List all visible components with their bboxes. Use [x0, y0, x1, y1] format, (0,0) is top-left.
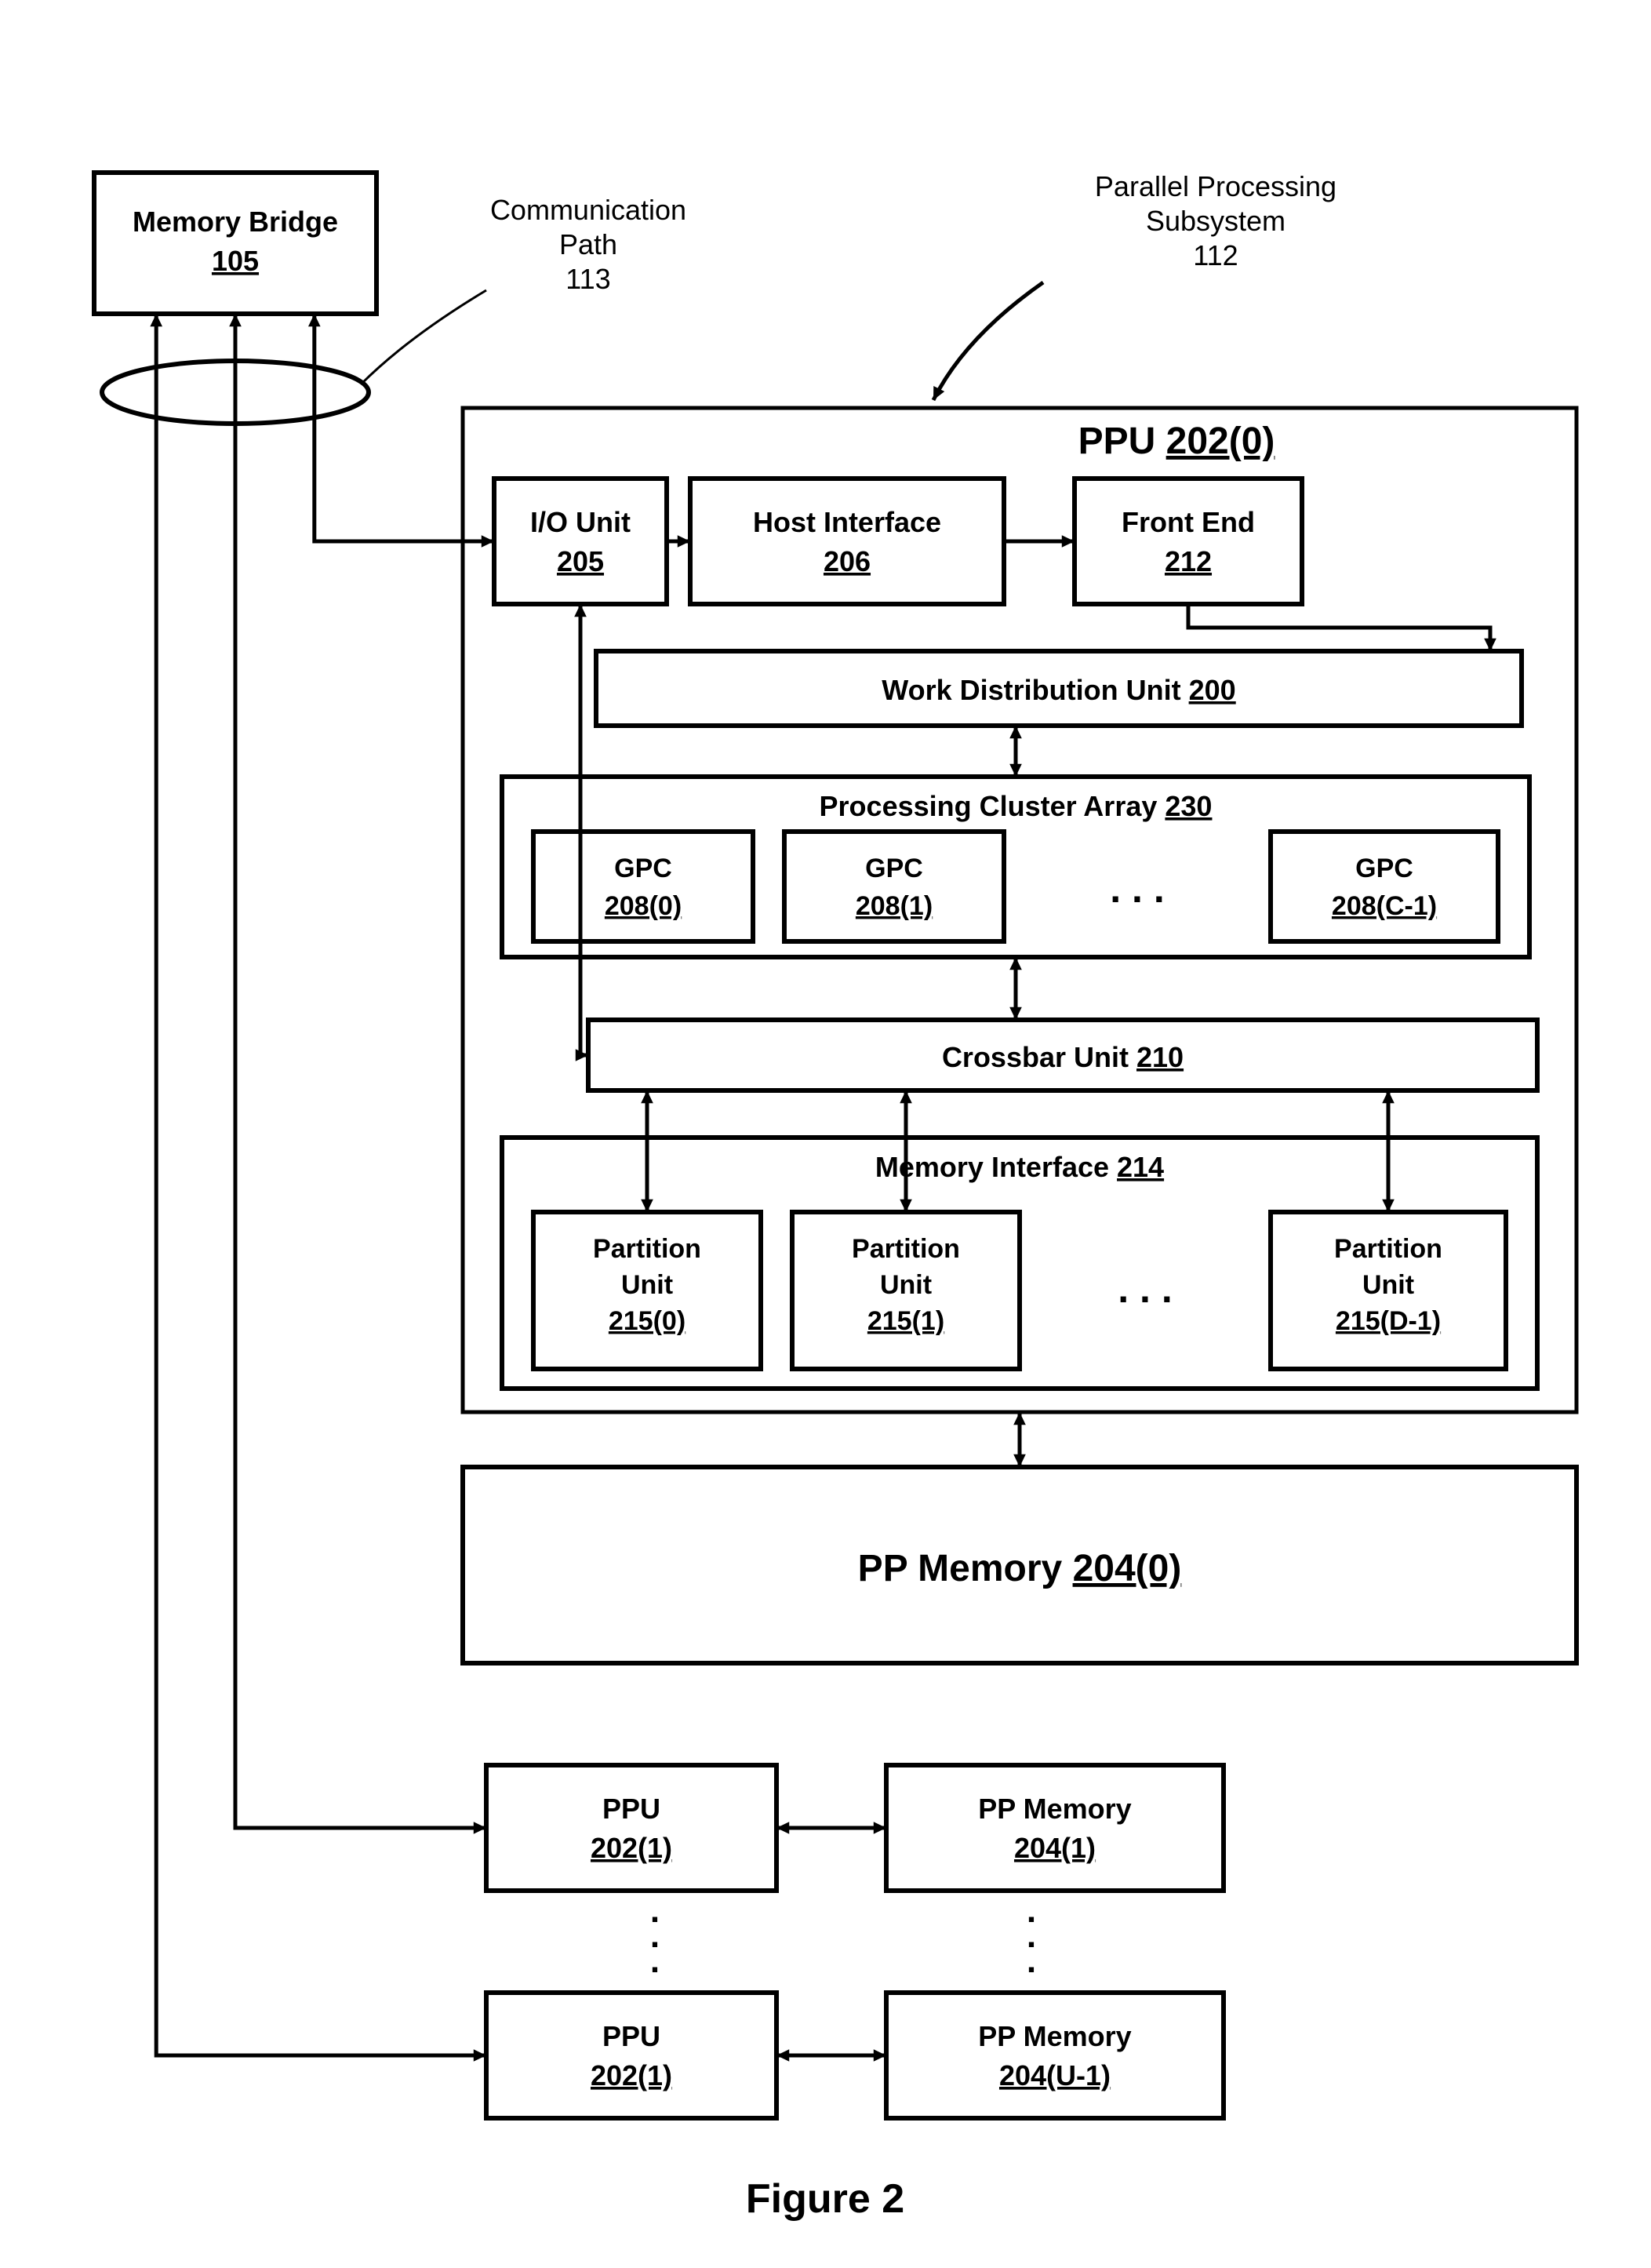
bridge-to-ppuU: [156, 314, 486, 2055]
io-unit-box: [494, 479, 667, 604]
block-diagram: Memory Bridge105CommunicationPath113Para…: [0, 0, 1651, 2268]
front-end-box: [1075, 479, 1302, 604]
ppuU-box: [486, 1993, 776, 2118]
vdots-r-2: .: [1027, 1942, 1036, 1980]
pca-label: Processing Cluster Array 230: [820, 790, 1213, 822]
gpcC-box: [1271, 832, 1498, 941]
memory-bridge-box: [94, 173, 376, 314]
gpc-ellipsis: . . .: [1110, 867, 1164, 911]
xbar-label: Crossbar Unit 210: [942, 1041, 1184, 1073]
pu-ellipsis: . . .: [1118, 1267, 1172, 1311]
ppu1-box: [486, 1765, 776, 1891]
ppmem0-label: PP Memory 204(0): [858, 1548, 1182, 1589]
vdots-l-2: .: [650, 1942, 660, 1980]
comm-path-label: CommunicationPath113: [490, 194, 686, 295]
ppmemU-box: [886, 1993, 1224, 2118]
gpc0-box: [533, 832, 753, 941]
wdu-label: Work Distribution Unit 200: [882, 674, 1235, 706]
mem-if-label: Memory Interface 214: [875, 1151, 1164, 1183]
gpc1-box: [784, 832, 1004, 941]
pp-subsys-leader: [933, 282, 1043, 400]
figure-label: Figure 2: [746, 2176, 904, 2222]
host-if-box: [690, 479, 1004, 604]
ppmem1-box: [886, 1765, 1224, 1891]
pp-subsys-label: Parallel ProcessingSubsystem112: [1095, 170, 1336, 271]
ppu0-title: PPU 202(0): [1078, 420, 1275, 462]
comm-path-leader: [361, 290, 486, 384]
